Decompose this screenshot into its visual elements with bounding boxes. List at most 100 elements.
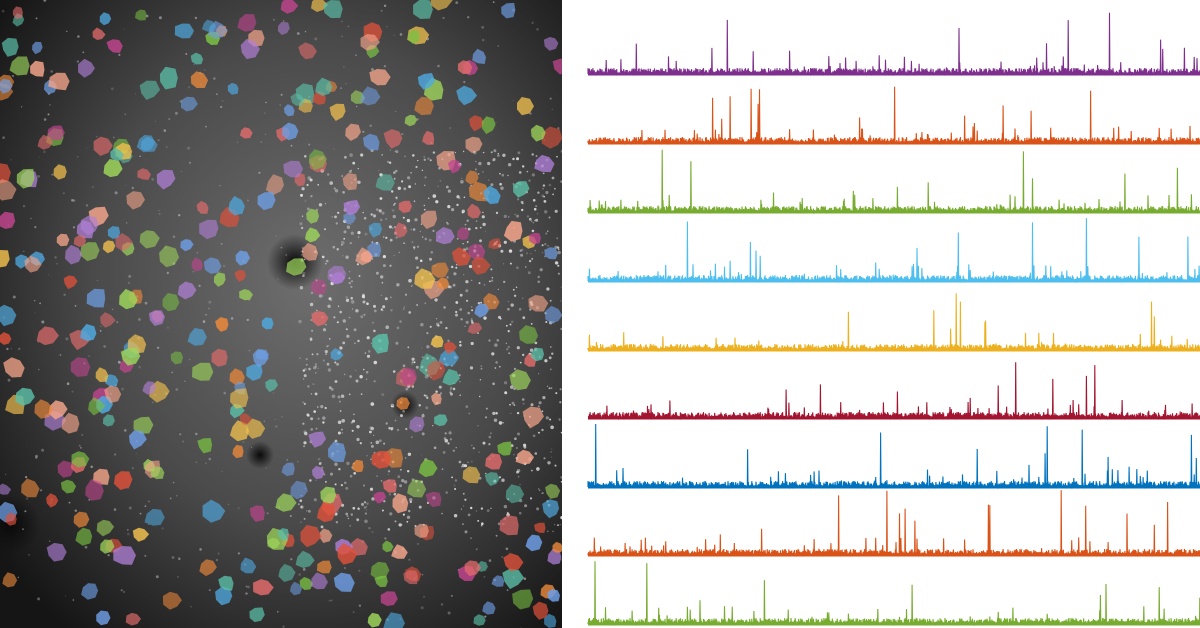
cell-roi [468,243,486,260]
cell-roi [15,387,35,406]
speckle [459,308,463,311]
speckle [114,191,118,195]
speckle [221,470,223,472]
speckle [509,403,511,406]
cell-roi [392,493,409,514]
speckle [185,53,188,55]
speckle [519,249,522,252]
speckle [398,251,400,254]
speckle [545,190,549,195]
cell-roi [308,431,327,448]
speckle [167,326,169,329]
cell-roi [174,23,194,39]
cell-roi [70,357,91,377]
speckle [47,274,49,276]
speckle [299,286,304,290]
speckle [408,509,411,513]
speckle [346,334,350,338]
cell-roi [374,575,388,588]
speckle [499,476,501,479]
speckle [6,347,9,351]
speckle [514,213,516,216]
cell-roi [499,515,519,536]
speckle [280,246,283,249]
speckle [391,209,395,212]
cell-roi [115,233,133,252]
cell-roi [400,367,417,387]
speckle [392,370,396,373]
speckle [301,215,304,217]
speckle [328,338,331,340]
speckle [543,457,546,460]
speckle [382,305,386,309]
speckle [466,299,469,302]
speckle [112,308,114,310]
cell-roi [481,116,496,135]
speckle [307,385,310,388]
speckle [306,183,309,187]
cell-roi [218,575,234,591]
cell-roi [352,459,364,473]
speckle [309,479,312,482]
speckle [178,214,181,217]
speckle [479,239,482,243]
speckle [364,232,368,236]
speckle [544,359,548,363]
speckle [551,352,554,355]
cell-roi [398,200,412,213]
speckle [490,268,493,271]
cell-roi [283,104,295,117]
speckle [459,394,462,397]
speckle [466,219,469,222]
speckle [405,387,409,391]
speckle [406,520,409,523]
cell-roi [181,96,198,112]
cell-roi [150,466,165,479]
speckle [383,4,387,8]
speckle [414,183,417,185]
speckle [444,432,447,435]
speckle [360,393,363,395]
speckle [373,380,376,383]
cell-roi [471,256,491,275]
speckle [355,309,359,313]
speckle [208,457,212,461]
speckle [320,525,324,529]
speckle [503,504,508,509]
cell-roi [9,56,30,76]
cell-roi [65,244,83,265]
speckle [363,296,365,299]
cell-roi [438,349,460,367]
speckle [340,484,343,487]
speckle [346,514,349,518]
speckle [542,187,544,190]
speckle [39,302,41,305]
speckle [524,504,528,508]
speckle [135,93,136,95]
speckle [464,223,467,226]
speckle [455,266,458,269]
speckle [166,271,169,275]
speckle [482,222,486,227]
speckle [316,406,319,408]
speckle [247,199,249,202]
speckle [364,512,367,515]
speckle [542,396,546,400]
speckle [531,173,535,177]
speckle [505,547,509,551]
speckle [341,35,343,38]
speckle [395,169,398,173]
cell-roi [103,159,123,178]
speckle [504,391,508,395]
cell-roi [16,168,35,189]
cell-roi [552,58,562,75]
speckle [350,296,354,300]
speckle [2,136,5,140]
speckle [68,501,71,504]
speckle [465,405,469,408]
speckle [403,187,407,191]
cell-roi [199,219,219,240]
activity-trace [587,12,1200,77]
speckle [125,185,127,187]
speckle [179,433,182,436]
